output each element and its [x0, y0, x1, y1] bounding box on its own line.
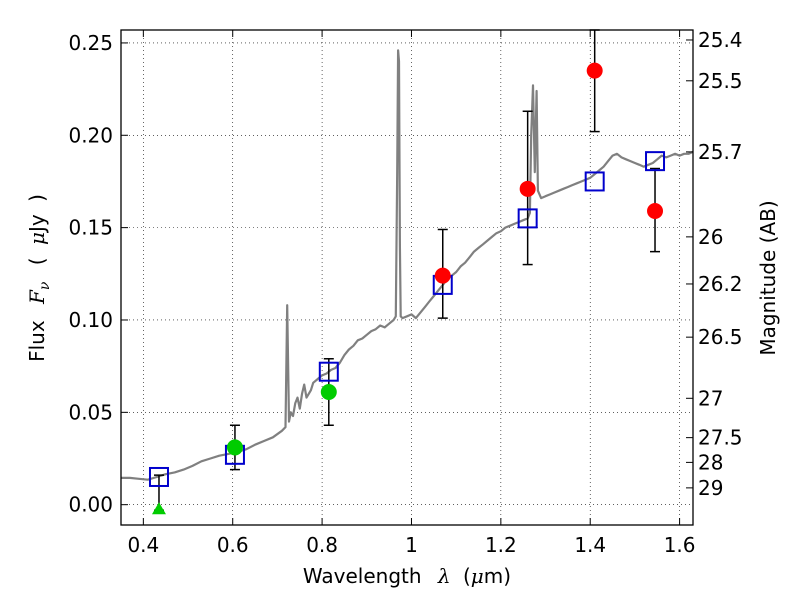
y2-tick-label: 26.5: [698, 325, 743, 349]
upper-limit-triangle-marker: [151, 502, 166, 515]
x-label-word: Wavelength: [303, 564, 422, 588]
observed-photometry-series: [151, 62, 664, 515]
x-tick-label: 0.6: [217, 533, 249, 557]
y2-tick-label: 26: [698, 225, 723, 249]
y2-tick-label: 29: [698, 476, 723, 500]
x-tick-label: 1.2: [485, 533, 517, 557]
y-tick-label: 0.10: [68, 308, 113, 332]
red-data-point: [647, 203, 664, 220]
y-tick-label: 0.15: [68, 216, 113, 240]
plot-frame: [120, 29, 694, 526]
plot-background: [121, 30, 693, 525]
y-label-mu: μ: [25, 232, 49, 245]
model-square-marker: [318, 361, 339, 382]
y-tick-label: 0.25: [68, 31, 113, 55]
model-photometry-series: [148, 151, 666, 487]
y2-tick-label: 25.5: [698, 69, 743, 93]
green-data-point: [226, 439, 243, 456]
y-label-F: F: [25, 289, 49, 305]
x-axis-label: Wavelength λ (μm): [303, 564, 511, 588]
y2-tick-label: 27.5: [698, 426, 743, 450]
y-tick-label: 0.05: [68, 400, 113, 424]
green-data-point: [320, 384, 337, 401]
y2-axis-label: Magnitude (AB): [756, 200, 780, 355]
y-label-unit: Jy: [25, 214, 49, 234]
y-axis-label: Flux Fν ( μJy ): [25, 194, 54, 362]
y-tick-label: 0.20: [68, 123, 113, 147]
red-data-point: [586, 62, 603, 79]
x-label-mu: μ: [471, 564, 484, 588]
y-tick-label: 0.00: [68, 493, 113, 517]
y-label-word: Flux: [25, 320, 49, 362]
model-square-marker: [148, 466, 169, 487]
y2-tick-label: 25.4: [698, 28, 743, 52]
x-tick-label: 1: [405, 533, 418, 557]
red-data-point: [434, 267, 451, 284]
model-square-marker: [645, 151, 666, 172]
y2-tick-label: 26.2: [698, 272, 743, 296]
y2-tick-label: 25.7: [698, 140, 743, 164]
y2-tick-label: 28: [698, 450, 723, 474]
y-label-nu: ν: [37, 281, 53, 290]
x-label-lambda: λ: [437, 564, 451, 588]
spectrum-series: [121, 49, 694, 481]
axis-ticks: 0.4 0.6 0.8 1 1.2 1.4 1.6 0.00 0.05 0.10 0.15 0.20 0…: [68, 28, 742, 557]
x-tick-label: 1.6: [664, 533, 696, 557]
model-square-marker: [584, 171, 605, 192]
y2-tick-label: 27: [698, 386, 723, 410]
x-tick-label: 0.4: [127, 533, 159, 557]
red-data-point: [519, 180, 536, 197]
y-label-open: (: [25, 257, 49, 265]
x-tick-label: 1.4: [574, 533, 606, 557]
spectrum-line: [121, 49, 694, 481]
x-label-unit: m): [484, 564, 511, 588]
y-label-close: ): [25, 194, 49, 202]
x-label-open: (: [463, 564, 471, 588]
model-square-marker: [517, 208, 538, 229]
x-tick-label: 0.8: [306, 533, 338, 557]
